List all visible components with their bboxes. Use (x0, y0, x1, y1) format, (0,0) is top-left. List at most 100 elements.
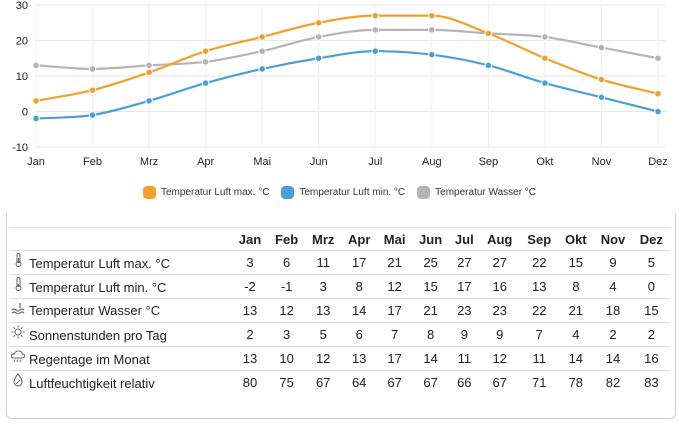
table-cell: 21 (377, 250, 413, 275)
table-row: Temperatur Wasser °C 13 12 13 14 17 21 2… (10, 298, 670, 323)
legend-swatch-min (281, 185, 295, 199)
table-row: Regentage im Monat 13 10 12 13 17 14 11 … (10, 346, 670, 371)
table-cell: 9 (479, 322, 521, 347)
table-cell: 2 (632, 322, 670, 347)
table-cell: 5 (632, 250, 670, 275)
table-cell: 14 (341, 298, 378, 323)
table-cell: 23 (449, 298, 480, 323)
table-cell: 6 (341, 322, 378, 347)
table-cell: 9 (449, 322, 480, 347)
sun-icon (10, 325, 26, 342)
table-row: Luftfeuchtigkeit relativ 80 75 67 64 67 … (10, 370, 670, 394)
climate-line-chart: -10 0 10 20 30 Jan Feb Mrz Apr Mai Jun Jul Aug Sep Ok… (12, 0, 668, 168)
table-cell: 7 (377, 322, 413, 347)
x-tick-label: Sep (479, 156, 499, 168)
table-cell: 12 (479, 346, 521, 371)
table-cell: 16 (479, 274, 521, 299)
y-tick-label: -10 (12, 142, 28, 154)
table-cell: 66 (449, 370, 480, 394)
data-point (201, 79, 210, 87)
data-point (32, 97, 40, 105)
legend-label-water: Temperatur Wasser °C (435, 186, 537, 198)
row-label: Sonnenstunden pro Tag (29, 328, 167, 344)
data-point (371, 47, 380, 55)
table-header-month: Nov (593, 227, 633, 251)
series-points (32, 11, 662, 123)
table-cell: 15 (558, 250, 594, 275)
table-cell: 12 (268, 298, 306, 323)
table-cell: 17 (377, 346, 413, 371)
table-cell: 0 (632, 274, 670, 299)
row-label-cell: Temperatur Luft min. °C (10, 274, 232, 299)
table-header-month: Okt (558, 227, 594, 251)
table-cell: 13 (341, 346, 378, 371)
series-line (35, 50, 659, 120)
row-label: Temperatur Luft max. °C (29, 256, 171, 272)
x-tick-label: Apr (197, 156, 214, 168)
row-label: Temperatur Luft min. °C (29, 280, 167, 296)
table-header-month: Sep (520, 227, 559, 251)
legend-swatch-water (417, 185, 431, 199)
table-cell: 8 (412, 322, 450, 347)
table-cell: 15 (412, 274, 450, 299)
table-header-month: Aug (479, 227, 521, 251)
row-label-cell: Temperatur Luft max. °C (10, 250, 232, 275)
table-cell: 80 (232, 370, 269, 394)
data-point (32, 61, 40, 70)
table-cell: 8 (341, 274, 378, 299)
table-cell: 4 (558, 322, 594, 347)
humidity-drop-icon (10, 373, 26, 390)
table-cell: 2 (593, 322, 633, 347)
y-axis-ticks: -10 0 10 20 30 (12, 0, 28, 154)
chart-grid (35, 4, 666, 148)
table-cell: 5 (305, 322, 342, 347)
table-cell: 64 (341, 370, 378, 394)
table-cell: 2 (232, 322, 269, 347)
legend-item-max[interactable]: Temperatur Luft max. °C (142, 185, 270, 199)
x-tick-label: Jun (310, 156, 328, 168)
table-cell: 13 (232, 346, 269, 371)
data-point (541, 33, 549, 41)
data-point (597, 43, 606, 52)
table-cell: 16 (632, 346, 670, 371)
table-header-month: Mrz (305, 227, 342, 251)
legend-item-water[interactable]: Temperatur Wasser °C (417, 185, 537, 199)
climate-table-card (6, 213, 676, 419)
legend-label-max: Temperatur Luft max. °C (160, 186, 270, 198)
x-tick-label: Nov (592, 156, 612, 168)
table-header-month: Apr (341, 227, 378, 251)
data-point (654, 54, 662, 63)
table-cell: 7 (520, 322, 559, 347)
table-cell: 12 (305, 346, 342, 371)
table-cell: 27 (479, 250, 521, 275)
data-point (201, 47, 210, 55)
legend-swatch-max (142, 185, 156, 199)
table-cell: 11 (449, 346, 480, 371)
table-cell: 12 (377, 274, 413, 299)
table-cell: 71 (520, 370, 559, 394)
table-cell: 9 (593, 250, 633, 275)
data-point (371, 26, 380, 34)
legend-item-min[interactable]: Temperatur Luft min. °C (281, 185, 405, 199)
table-header-month: Jun (412, 227, 450, 251)
y-tick-label: 20 (16, 36, 28, 48)
row-label: Temperatur Wasser °C (29, 303, 161, 319)
row-label-cell: Luftfeuchtigkeit relativ (10, 370, 232, 394)
table-cell: 67 (377, 370, 413, 394)
table-cell: 23 (479, 298, 521, 323)
table-cell: -2 (232, 274, 269, 299)
table-cell: 3 (268, 322, 306, 347)
table-cell: 14 (593, 346, 633, 371)
data-point (201, 58, 210, 66)
table-cell: 8 (558, 274, 594, 299)
data-point (484, 29, 493, 38)
x-tick-label: Mai (253, 156, 271, 168)
table-cell: 11 (305, 250, 342, 275)
table-cell: 67 (305, 370, 342, 394)
table-header-month: Jul (449, 227, 480, 251)
table-cell: 78 (558, 370, 594, 394)
x-tick-label: Jul (368, 156, 382, 168)
table-cell: 21 (558, 298, 594, 323)
table-cell: 13 (305, 298, 342, 323)
table-cell: 67 (412, 370, 450, 394)
